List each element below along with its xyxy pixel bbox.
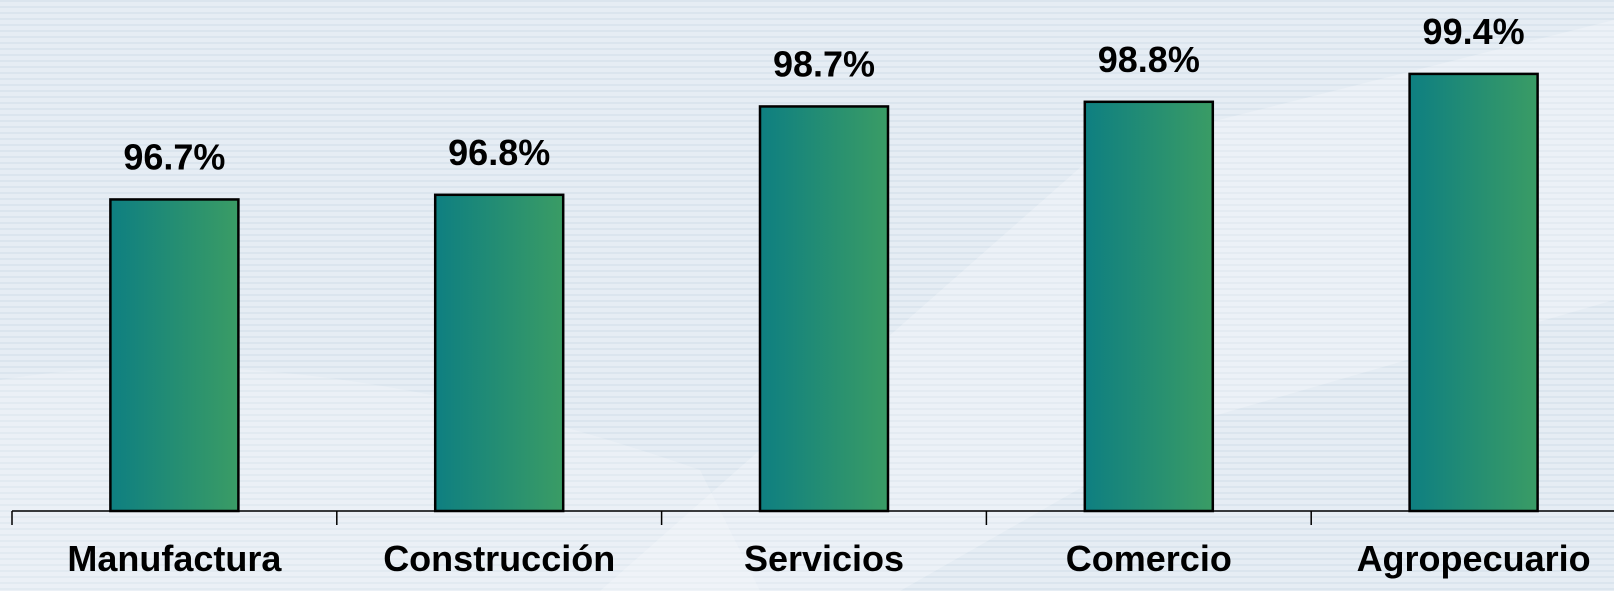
bar	[1083, 100, 1215, 513]
x-tick-label: Agropecuario	[1357, 538, 1591, 579]
bar	[109, 198, 240, 513]
value-label: 98.7%	[773, 43, 875, 84]
x-tick-label: Servicios	[744, 538, 904, 579]
bar	[433, 193, 565, 513]
value-label: 98.8%	[1098, 39, 1200, 80]
bar	[1408, 72, 1539, 513]
x-tick-label: Manufactura	[67, 538, 282, 579]
bar	[758, 105, 890, 513]
value-label: 96.7%	[123, 136, 225, 177]
x-tick-label: Construcción	[383, 538, 615, 579]
x-tick-label: Comercio	[1066, 538, 1232, 579]
value-label: 96.8%	[448, 132, 550, 173]
value-label: 99.4%	[1423, 11, 1525, 52]
